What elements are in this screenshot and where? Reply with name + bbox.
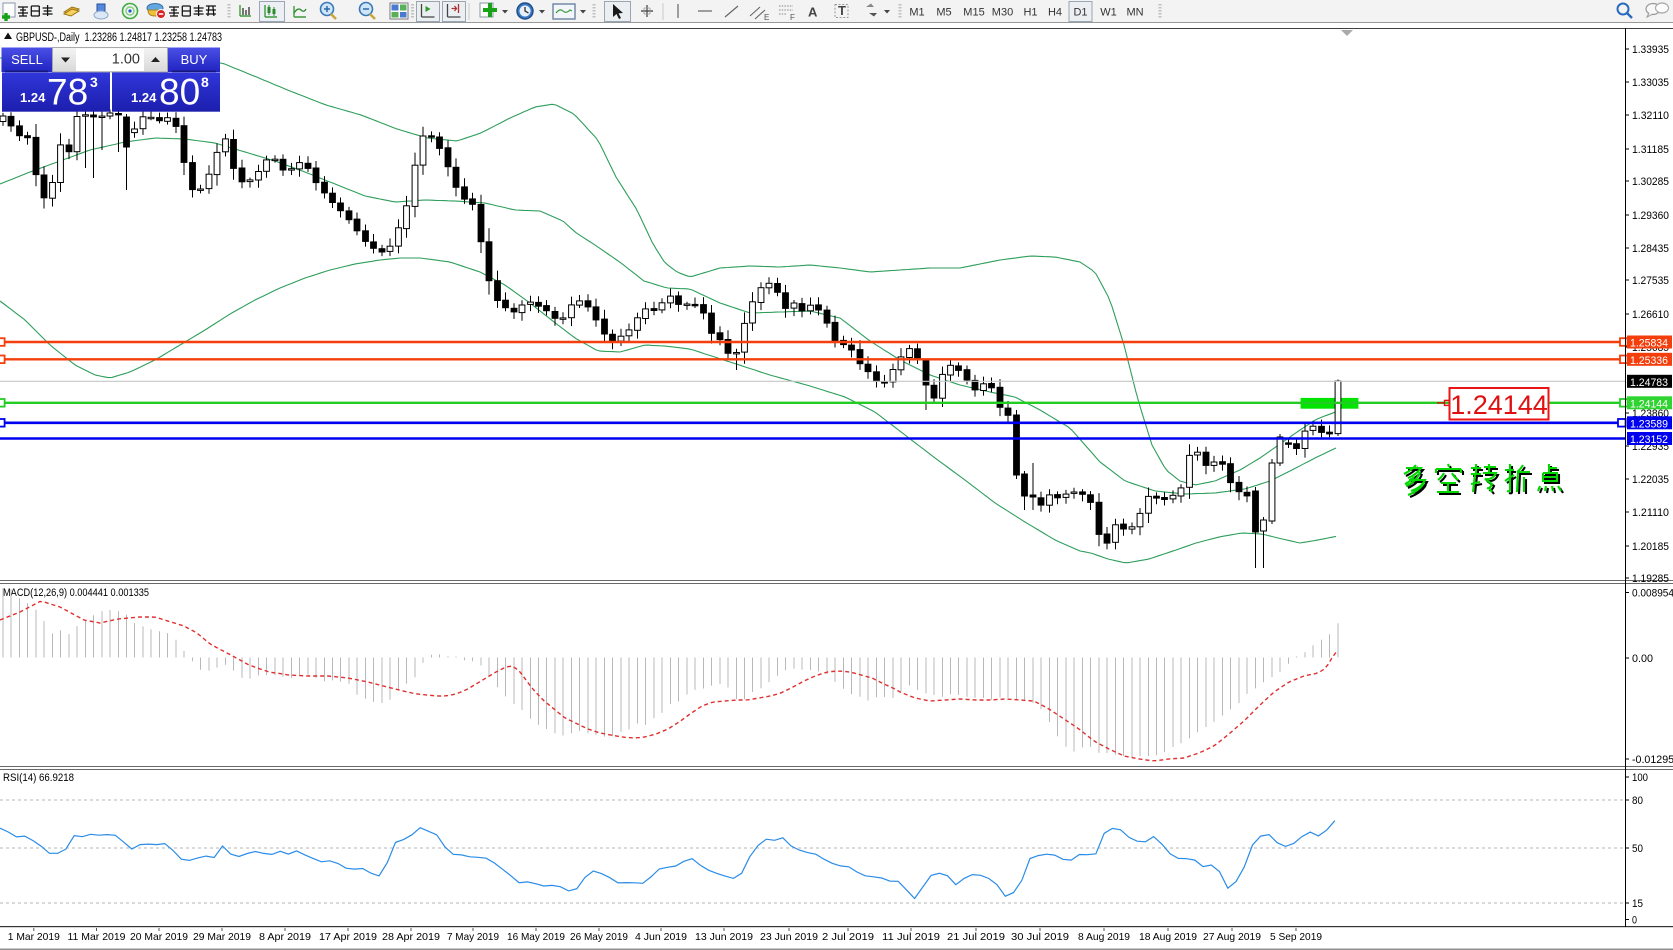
svg-text:15: 15 — [1632, 898, 1643, 910]
svg-text:8: 8 — [201, 74, 209, 90]
svg-text:1.33935: 1.33935 — [1632, 44, 1669, 56]
svg-text:H4: H4 — [1048, 7, 1062, 19]
svg-text:8 Apr 2019: 8 Apr 2019 — [259, 931, 311, 943]
svg-text:28 Apr 2019: 28 Apr 2019 — [382, 931, 440, 943]
svg-text:29 Mar 2019: 29 Mar 2019 — [193, 931, 251, 943]
svg-text:1.30285: 1.30285 — [1632, 176, 1669, 188]
svg-text:20 Mar 2019: 20 Mar 2019 — [130, 931, 188, 943]
svg-text:1.27535: 1.27535 — [1632, 275, 1669, 287]
svg-text:-0.012957: -0.012957 — [1632, 754, 1673, 766]
svg-text:50: 50 — [1632, 843, 1643, 855]
svg-text:11 Jul 2019: 11 Jul 2019 — [882, 931, 940, 943]
svg-text:27 Aug 2019: 27 Aug 2019 — [1203, 931, 1261, 943]
svg-text:0.00: 0.00 — [1632, 653, 1653, 665]
svg-text:1.23152: 1.23152 — [1630, 434, 1668, 446]
svg-text:T: T — [838, 3, 846, 18]
svg-text:1.24144: 1.24144 — [1450, 390, 1548, 420]
svg-text:H1: H1 — [1023, 7, 1037, 19]
svg-text:1.24144: 1.24144 — [1630, 398, 1668, 410]
svg-text:GBPUSD-,Daily 1.23286 1.24817: GBPUSD-,Daily 1.23286 1.24817 1.23258 1.… — [16, 32, 222, 44]
svg-text:M30: M30 — [992, 7, 1013, 19]
svg-text:0: 0 — [1632, 915, 1637, 927]
svg-text:F: F — [790, 13, 795, 22]
svg-text:MN: MN — [1126, 7, 1143, 19]
svg-text:80: 80 — [159, 72, 200, 113]
svg-text:1.24783: 1.24783 — [1630, 377, 1668, 389]
svg-text:1.25336: 1.25336 — [1630, 355, 1668, 367]
svg-text:5 Sep 2019: 5 Sep 2019 — [1270, 931, 1322, 943]
svg-text:1.26610: 1.26610 — [1632, 309, 1669, 321]
svg-text:21 Jul 2019: 21 Jul 2019 — [947, 931, 1005, 943]
svg-text:2 Jul 2019: 2 Jul 2019 — [822, 931, 874, 943]
svg-text:18 Aug 2019: 18 Aug 2019 — [1139, 931, 1197, 943]
svg-text:26 May 2019: 26 May 2019 — [570, 931, 628, 943]
svg-text:1.24: 1.24 — [20, 90, 46, 105]
svg-text:M15: M15 — [963, 7, 984, 19]
svg-text:1.28435: 1.28435 — [1632, 243, 1669, 255]
svg-text:M1: M1 — [909, 7, 924, 19]
svg-text:16 May 2019: 16 May 2019 — [507, 931, 565, 943]
svg-text:MACD(12,26,9) 0.004441 0.00133: MACD(12,26,9) 0.004441 0.001335 — [3, 587, 149, 599]
svg-text:7 May 2019: 7 May 2019 — [447, 931, 499, 943]
svg-text:23 Jun 2019: 23 Jun 2019 — [760, 931, 818, 943]
svg-text:SELL: SELL — [11, 52, 43, 67]
svg-text:1.21110: 1.21110 — [1632, 507, 1669, 519]
svg-text:1.00: 1.00 — [112, 52, 140, 68]
svg-text:1.22035: 1.22035 — [1632, 474, 1669, 486]
svg-text:11 Mar 2019: 11 Mar 2019 — [68, 931, 126, 943]
svg-text:1.29360: 1.29360 — [1632, 210, 1669, 222]
svg-text:30 Jul 2019: 30 Jul 2019 — [1011, 931, 1069, 943]
svg-text:1.23589: 1.23589 — [1630, 418, 1668, 430]
svg-text:17 Apr 2019: 17 Apr 2019 — [319, 931, 377, 943]
svg-text:78: 78 — [47, 72, 88, 113]
svg-text:1.24: 1.24 — [131, 90, 157, 105]
svg-text:RSI(14) 66.9218: RSI(14) 66.9218 — [3, 772, 74, 784]
svg-text:1.33035: 1.33035 — [1632, 77, 1669, 89]
svg-text:1 Mar 2019: 1 Mar 2019 — [8, 931, 60, 943]
svg-text:8 Aug 2019: 8 Aug 2019 — [1078, 931, 1130, 943]
svg-text:1.20185: 1.20185 — [1632, 541, 1669, 553]
svg-text:80: 80 — [1632, 795, 1643, 807]
svg-text:1.32110: 1.32110 — [1632, 110, 1669, 122]
svg-text:A: A — [808, 5, 818, 20]
svg-text:BUY: BUY — [181, 52, 208, 67]
svg-text:3: 3 — [90, 74, 98, 90]
svg-text:100: 100 — [1632, 772, 1648, 784]
svg-text:D1: D1 — [1073, 7, 1087, 19]
svg-text:E: E — [764, 13, 769, 22]
svg-text:1.25834: 1.25834 — [1630, 338, 1668, 350]
svg-text:13 Jun 2019: 13 Jun 2019 — [695, 931, 753, 943]
svg-text:1.31185: 1.31185 — [1632, 144, 1669, 156]
svg-text:0.008954: 0.008954 — [1632, 588, 1673, 600]
svg-text:4 Jun 2019: 4 Jun 2019 — [635, 931, 687, 943]
svg-text:W1: W1 — [1100, 7, 1117, 19]
svg-text:M5: M5 — [936, 7, 951, 19]
svg-text:1.19285: 1.19285 — [1632, 573, 1669, 585]
